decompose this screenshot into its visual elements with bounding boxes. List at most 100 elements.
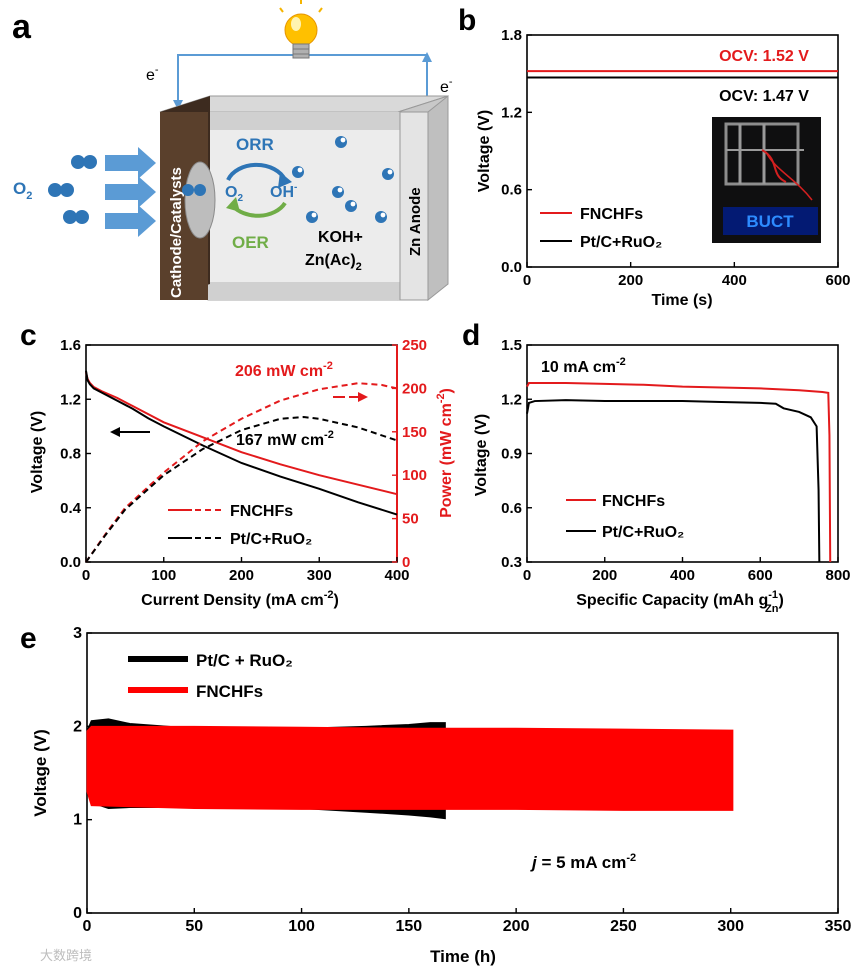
panel-b-axes: 0 200 400 600 0.0 0.6 1.2 1.8 [501,27,850,289]
orr-label: ORR [236,135,274,154]
y-tick-label: 0.8 [60,446,81,463]
band-e-fnchfs [86,725,734,811]
chamber-top-shade [208,112,400,130]
x-tick-label: 200 [592,567,617,584]
x-tick-label: 400 [384,567,409,584]
panel-d: d 0 200 400 600 800 0.3 0.6 0.9 1.2 1.5 10 mA cm-… [462,319,851,615]
x-tick-label: 0 [82,567,90,584]
inset-photo: BUCT [712,117,821,243]
panel-c-ylabel: Voltage (V) [29,411,46,493]
panel-e-axes: 0 50 100 150 200 250 300 350 0 1 2 3 [73,625,851,935]
y-tick-label: 1.6 [60,337,81,354]
panel-e-series [86,718,734,820]
panel-b: b 0 200 400 600 0.0 0.6 1.2 1.8 OCV: 1.52 V OCV… [458,4,851,309]
electrolyte-ions [292,136,394,223]
series-d-ptc [526,399,821,563]
x-tick-label: 400 [670,567,695,584]
y-right-tick-label: 250 [402,337,427,354]
x-tick-label: 200 [618,272,643,289]
o2-flow-arrows [105,147,156,237]
y-tick-label: 2 [73,718,82,735]
power-axis-arrowhead [358,392,368,402]
y-tick-label: 0.9 [501,446,522,463]
legend-c-fnchfs: FNCHFs [230,503,293,520]
panel-d-label: d [462,319,480,352]
x-tick-label: 800 [825,567,850,584]
voltage-axis-arrowhead [110,427,120,437]
y-tick-label: 1.8 [501,27,522,44]
x-tick-label: 600 [825,272,850,289]
y-right-tick-label: 200 [402,380,427,397]
x-tick-label: 0 [523,272,531,289]
x-tick-label: 300 [307,567,332,584]
electron-arrow-up [422,52,432,62]
ocv-fnchfs-annotation: OCV: 1.52 V [719,48,809,65]
x-tick-label: 400 [722,272,747,289]
x-tick-label: 0 [523,567,531,584]
zn-anode-side [427,94,449,302]
series-c-voltage-ptc [85,370,398,516]
panel-a-label: a [12,8,32,46]
y-tick-label: 0.0 [60,554,81,571]
x-tick-label: 0 [83,918,92,935]
y-tick-label: 1.2 [60,391,81,408]
panel-d-current-annotation: 10 mA cm-2 [541,356,626,376]
y-tick-label: 1.2 [501,104,522,121]
oh-label: OH- [270,182,297,201]
electron-arrow-down [173,100,183,110]
panel-e-current-annotation: j = 5 mA cm-2 [530,852,636,872]
o2-molecules [48,155,206,224]
y-tick-label: 1.5 [501,337,522,354]
x-tick-label: 350 [825,918,852,935]
panel-b-frame [526,34,839,268]
panel-b-ylabel: Voltage (V) [476,110,493,192]
panel-e-xlabel: Time (h) [430,947,496,966]
electron-label-left: e- [146,64,159,84]
panel-e-label: e [20,622,37,655]
y-tick-label: 0.4 [60,500,82,517]
electrolyte-line1: KOH+ [318,229,363,246]
orr-arrowhead [278,172,292,188]
y-tick-label: 0.0 [501,259,522,276]
panel-c: c 0 100 200 300 400 0.0 0.4 0.8 1.2 1.6 0 50 100 150 2… [20,319,455,609]
panel-c-xlabel: Current Density (mA cm-2) [141,589,339,609]
x-tick-label: 300 [717,918,744,935]
panel-b-label: b [458,4,476,37]
series-c-power-ptc [85,416,398,563]
panel-b-xlabel: Time (s) [651,292,712,309]
x-tick-label: 200 [503,918,530,935]
y-tick-label: 0.6 [501,500,522,517]
oer-label: OER [232,233,269,252]
legend-e-fnchfs: FNCHFs [196,682,263,701]
panel-d-ylabel: Voltage (V) [473,414,490,496]
panel-c-ylabel-right: Power (mW cm-2) [435,388,455,518]
y-right-tick-label: 50 [402,511,419,528]
panel-a: a e- e- Cathode/Catalysts [12,0,453,302]
panel-d-xlabel: Specific Capacity (mAh g-1 Zn) [576,589,784,615]
peak-power-fnchfs: 206 mW cm-2 [235,360,333,380]
legend-c-ptc: Pt/C+RuO₂ [230,531,312,548]
x-tick-label: 150 [396,918,423,935]
o2-cycle-label: O2 [225,184,243,204]
x-tick-label: 200 [229,567,254,584]
x-tick-label: 600 [748,567,773,584]
panel-d-axes: 0 200 400 600 800 0.3 0.6 0.9 1.2 1.5 [501,337,850,584]
anode-label: Zn Anode [407,187,424,256]
panel-e-ylabel: Voltage (V) [31,729,50,817]
y-tick-label: 0.3 [501,554,522,571]
electron-label-right: e- [440,76,453,96]
catalyst-layer [184,161,216,239]
o2-label: O2 [13,179,32,202]
panel-c-label: c [20,319,37,352]
y-tick-label: 1.2 [501,391,522,408]
inset-display-text: BUCT [746,212,794,231]
legend-e-ptc: Pt/C + RuO₂ [196,651,293,670]
panel-c-axes: 0 100 200 300 400 0.0 0.4 0.8 1.2 1.6 0 50 100 150 200… [60,337,427,584]
y-tick-label: 0 [73,905,82,922]
series-d-fnchfs [526,381,832,563]
panel-c-series [85,370,398,563]
y-right-tick-label: 0 [402,554,410,571]
y-tick-label: 1 [73,812,82,829]
